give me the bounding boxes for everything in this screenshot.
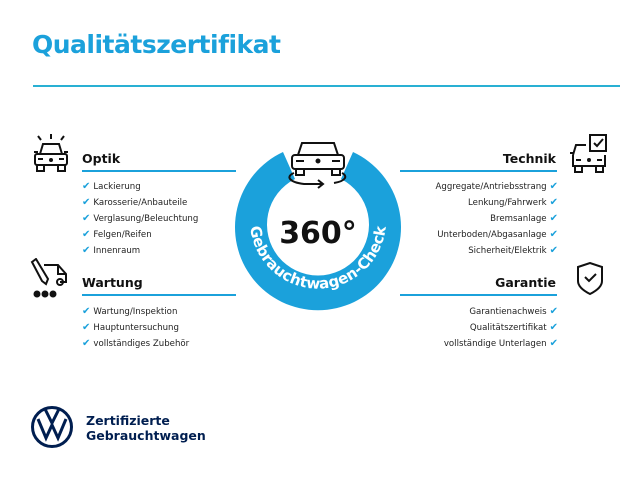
check-icon: ✔ bbox=[549, 338, 558, 349]
brand-line2: Gebrauchtwagen bbox=[86, 428, 206, 443]
check-icon: ✔ bbox=[549, 213, 558, 224]
badge-ring bbox=[235, 152, 401, 311]
list-item: ✔ Karosserie/Anbauteile bbox=[82, 197, 188, 208]
list-item: ✔ vollständiges Zubehör bbox=[82, 338, 190, 349]
garantie-heading: Garantie bbox=[495, 275, 556, 290]
list-item: ✔ Hauptuntersuchung bbox=[82, 322, 179, 333]
wartung-divider bbox=[82, 294, 236, 296]
list-item: Unterboden/Abgasanlage ✔ bbox=[437, 229, 558, 240]
check-icon: ✔ bbox=[82, 322, 91, 333]
car-checkbox-icon bbox=[570, 134, 607, 173]
check-icon: ✔ bbox=[82, 181, 91, 192]
technik-list: Aggregate/Antriebsstrang ✔ Lenkung/Fahrwe… bbox=[436, 179, 558, 259]
list-item: Bremsanlage ✔ bbox=[490, 213, 558, 224]
check-icon: ✔ bbox=[549, 322, 558, 333]
check-icon: ✔ bbox=[549, 197, 558, 208]
technik-divider bbox=[400, 170, 557, 172]
list-item: ✔ Innenraum bbox=[82, 245, 141, 256]
optik-divider bbox=[82, 170, 236, 172]
list-item: ✔ Wartung/Inspektion bbox=[82, 306, 178, 317]
car-lights-icon bbox=[34, 134, 68, 172]
shield-check-icon bbox=[577, 262, 603, 296]
vw-logo-icon bbox=[31, 406, 73, 448]
service-van-icon bbox=[30, 258, 67, 298]
check-icon: ✔ bbox=[549, 229, 558, 240]
list-item: vollständige Unterlagen ✔ bbox=[443, 338, 558, 349]
check-icon: ✔ bbox=[82, 229, 91, 240]
check-icon: ✔ bbox=[82, 213, 91, 224]
garantie-list: Garantienachweis ✔ Qualitätszertifikat ✔ v… bbox=[444, 304, 558, 352]
title-divider bbox=[33, 85, 620, 87]
car-rotate-icon bbox=[288, 142, 347, 189]
check-icon: ✔ bbox=[549, 181, 558, 192]
list-item: Lenkung/Fahrwerk ✔ bbox=[468, 197, 558, 208]
check-icon: ✔ bbox=[82, 338, 91, 349]
list-item: ✔ Lackierung bbox=[82, 181, 141, 192]
brand-text: Zertifizierte Gebrauchtwagen bbox=[86, 413, 206, 443]
check-icon: ✔ bbox=[549, 245, 558, 256]
wartung-list: ✔ Wartung/Inspektion ✔ Hauptuntersuchung ✔… bbox=[82, 304, 189, 352]
wartung-heading: Wartung bbox=[82, 275, 143, 290]
list-item: Garantienachweis ✔ bbox=[469, 306, 558, 317]
list-item: Sicherheit/Elektrik ✔ bbox=[468, 245, 558, 256]
check-icon: ✔ bbox=[82, 306, 91, 317]
garantie-divider bbox=[400, 294, 557, 296]
brand-line1: Zertifizierte bbox=[86, 413, 170, 428]
optik-heading: Optik bbox=[82, 151, 121, 166]
list-item: Aggregate/Antriebsstrang ✔ bbox=[435, 181, 558, 192]
check-icon: ✔ bbox=[549, 306, 558, 317]
360-check-badge: Gebrauchtwagen-Check 360° bbox=[235, 142, 401, 311]
technik-heading: Technik bbox=[502, 151, 556, 166]
list-item: ✔ Verglasung/Beleuchtung bbox=[82, 213, 199, 224]
list-item: ✔ Felgen/Reifen bbox=[82, 229, 152, 240]
check-icon: ✔ bbox=[82, 197, 91, 208]
page-title: Qualitätszertifikat bbox=[32, 30, 281, 59]
badge-number: 360° bbox=[279, 216, 357, 251]
check-icon: ✔ bbox=[82, 245, 91, 256]
list-item: Qualitätszertifikat ✔ bbox=[469, 322, 558, 333]
optik-list: ✔ Lackierung ✔ Karosserie/Anbauteile ✔ Verg… bbox=[82, 179, 198, 259]
